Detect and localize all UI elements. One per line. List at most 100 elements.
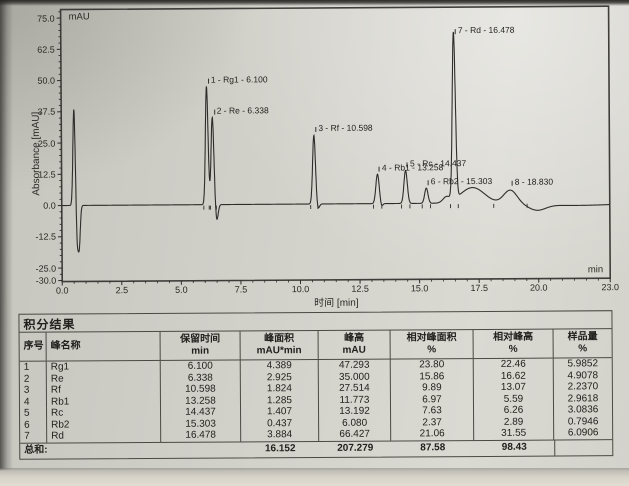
y-tick-label: 50.0 xyxy=(37,75,56,86)
photo-top-edge xyxy=(0,0,629,6)
y-axis-title: Absorbance [mAU] xyxy=(30,111,43,196)
row-value: 22.46 xyxy=(473,358,554,371)
peak-label: 7 - Rd - 16.478 xyxy=(455,25,515,35)
row-peak-name: Rb1 xyxy=(46,395,161,408)
x-tick-label: 2.5 xyxy=(115,285,129,296)
total-value xyxy=(554,439,613,456)
y-unit-label: mAU xyxy=(68,11,90,23)
row-value: 16.62 xyxy=(473,370,554,383)
row-value: 16.478 xyxy=(161,429,242,442)
row-index: 2 xyxy=(19,373,47,385)
column-header: 相对峰高% xyxy=(473,329,554,359)
peak-label: 5 - Rc - 14.437 xyxy=(407,158,466,168)
row-value: 5.9852 xyxy=(567,358,599,370)
row-peak-name: Rd xyxy=(47,429,162,443)
row-value: 2.89 xyxy=(474,416,555,429)
row-value: 13.07 xyxy=(473,381,554,394)
integration-results-table: 积分结果 序号 峰名称 保留时间 min 峰面积 mAU*min 峰高 mAU 相对峰面积% 相对… xyxy=(18,310,614,460)
row-peak-name: Rc xyxy=(47,406,162,420)
row-value: 7.63 xyxy=(390,405,475,418)
x-tick-label: 15.0 xyxy=(410,283,429,294)
x-tick-label: 17.5 xyxy=(470,282,489,294)
peak-label: 6 - Rb2 - 15.303 xyxy=(428,176,492,186)
row-value: 4.9078 xyxy=(567,369,599,381)
row-value: 9.89 xyxy=(390,382,474,395)
row-value: 11.773 xyxy=(318,394,391,406)
column-header: 峰面积 mAU*min xyxy=(240,330,319,360)
row-index: 5 xyxy=(20,407,48,420)
column-header: 序号 xyxy=(19,332,47,361)
y-tick-label: 37.5 xyxy=(37,106,56,117)
row-value: 3.0836 xyxy=(567,404,599,416)
row-value: 6.0906 xyxy=(567,427,599,439)
row-value: 15.303 xyxy=(161,417,242,430)
total-label: 总和: xyxy=(24,444,48,456)
y-tick-label: 12.5 xyxy=(38,169,56,180)
row-value: 13.192 xyxy=(318,405,392,418)
column-header: 相对峰面积% xyxy=(390,330,474,359)
row-value: 66.427 xyxy=(319,428,392,441)
total-value: 87.58 xyxy=(420,441,446,453)
x-tick-label: 10.0 xyxy=(291,284,310,295)
total-value: 16.152 xyxy=(264,442,296,454)
row-value: 6.338 xyxy=(160,371,241,384)
column-header: 样品量% xyxy=(567,331,598,355)
row-peak-name: Re xyxy=(46,372,161,385)
row-index: 1 xyxy=(19,361,47,374)
row-value: 47.293 xyxy=(318,359,391,372)
peak-label: 3 - Rf - 10.598 xyxy=(315,123,372,133)
total-value xyxy=(161,442,241,457)
row-value: 3.884 xyxy=(241,428,320,441)
x-tick-label: 5.0 xyxy=(175,284,188,295)
row-value: 4.389 xyxy=(240,359,319,372)
total-value: 98.43 xyxy=(501,441,527,453)
x-tick-label: 23.0 xyxy=(601,282,620,293)
row-value: 35.000 xyxy=(318,371,391,383)
row-index: 3 xyxy=(19,384,47,397)
total-value: 207.279 xyxy=(337,442,374,454)
row-value: 1.824 xyxy=(240,382,319,395)
photo-left-edge xyxy=(0,0,13,486)
row-value: 21.06 xyxy=(391,428,475,441)
row-value: 2.925 xyxy=(240,371,319,384)
row-value: 31.55 xyxy=(474,427,555,440)
chromatogram-plot xyxy=(56,5,612,286)
row-value: 2.2370 xyxy=(567,381,599,393)
table-body: 1 Rg1 6.100 4.389 47.293 23.80 22.46 5.9852 2 Re 6… xyxy=(19,358,612,443)
row-value: 0.437 xyxy=(241,417,320,430)
row-value: 1.285 xyxy=(240,394,319,407)
row-value: 2.9618 xyxy=(567,392,599,404)
column-header: 峰名称 xyxy=(46,331,161,361)
row-index: 6 xyxy=(20,419,48,431)
row-peak-name: Rb2 xyxy=(47,418,162,431)
x-tick-label: 20.0 xyxy=(529,282,548,293)
row-value: 14.437 xyxy=(160,406,242,419)
y-tick-label: -12.5 xyxy=(35,231,56,242)
y-tick-label: 62.5 xyxy=(37,44,55,55)
peak-label: 8 - 18.830 xyxy=(512,177,553,187)
column-header: 峰高 mAU xyxy=(318,330,391,359)
peak-label: 2 - Re - 6.338 xyxy=(214,105,269,115)
row-value: 0.7946 xyxy=(567,415,599,427)
row-index: 7 xyxy=(20,430,48,443)
x-tick-label: 0.0 xyxy=(55,285,69,296)
row-value: 5.59 xyxy=(473,393,554,406)
peak-label: 1 - Rg1 - 6.100 xyxy=(208,74,268,84)
plot-frame xyxy=(59,5,612,283)
column-header: 保留时间 min xyxy=(160,331,241,360)
row-value: 15.86 xyxy=(390,370,474,383)
row-value: 2.37 xyxy=(391,416,475,429)
row-value: 6.080 xyxy=(319,417,392,429)
y-tick-label: 0.0 xyxy=(43,200,56,211)
row-value: 27.514 xyxy=(318,382,391,395)
row-value: 6.97 xyxy=(390,393,474,406)
y-tick-label: -25.0 xyxy=(35,263,57,274)
row-peak-name: Rf xyxy=(46,383,161,397)
x-unit-label: min xyxy=(587,264,604,276)
row-peak-name: Rg1 xyxy=(46,360,161,374)
row-value: 23.80 xyxy=(390,359,474,372)
y-tick-label: -30.0 xyxy=(35,275,57,286)
table-header-row: 序号 峰名称 保留时间 min 峰面积 mAU*min 峰高 mAU 相对峰面积% 相对峰高% 样品… xyxy=(19,329,612,362)
row-value: 13.258 xyxy=(160,394,241,407)
